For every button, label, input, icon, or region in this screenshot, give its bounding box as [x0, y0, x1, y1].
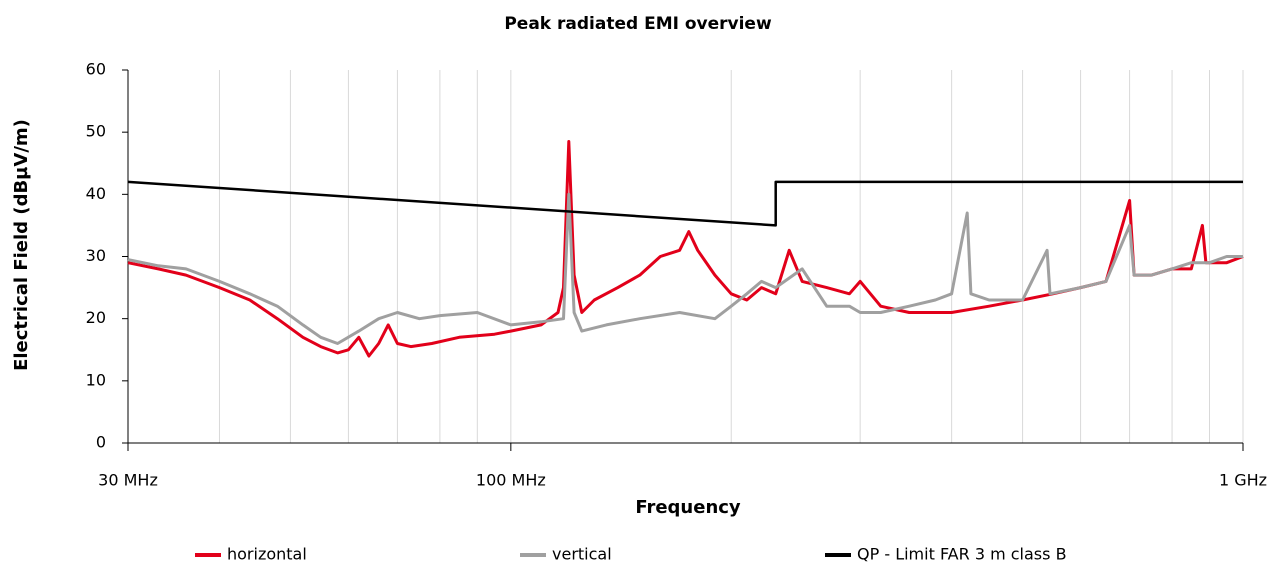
x-tick-label: 30 MHz [98, 471, 158, 490]
chart-title: Peak radiated EMI overview [504, 14, 772, 34]
y-tick-label: 0 [96, 433, 106, 452]
series-line [127, 180, 1243, 227]
x-tick-label: 100 MHz [476, 471, 546, 490]
y-tick-label: 10 [86, 370, 106, 389]
series-line [127, 192, 1243, 345]
y-axis-label: Electrical Field (dBµV/m) [11, 119, 32, 371]
x-axis-label: Frequency [635, 497, 741, 518]
y-tick-label: 50 [86, 122, 106, 141]
series-line [127, 140, 1244, 358]
legend-label: horizontal [227, 545, 307, 564]
x-tick-label: 1 GHz [1219, 471, 1267, 490]
y-tick-label: 40 [86, 184, 106, 203]
y-tick-label: 20 [86, 308, 106, 327]
y-tick-label: 60 [86, 60, 106, 79]
y-tick-label: 30 [86, 246, 106, 265]
legend-label: vertical [552, 545, 612, 564]
legend-label: QP - Limit FAR 3 m class B [857, 545, 1067, 564]
